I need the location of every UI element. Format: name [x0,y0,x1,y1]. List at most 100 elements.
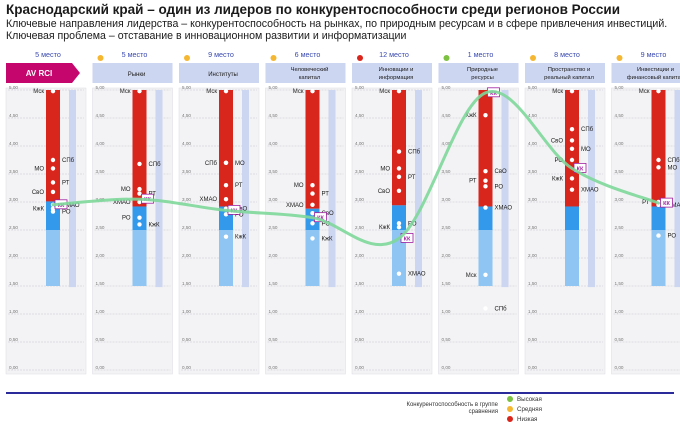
region-label: СПб [581,127,594,133]
region-point [396,149,402,154]
region-point [223,160,229,165]
region-point [569,176,575,181]
region-point [483,113,488,118]
tick-label: 4,50 [442,113,451,118]
tick-label: 1,50 [355,281,364,286]
bar-high [392,90,406,206]
kk-trend-line [51,90,660,247]
region-point [396,188,402,193]
tick-label: 3,50 [355,169,364,174]
region-point [396,271,402,276]
header-card [438,63,519,83]
tick-label: 1,00 [355,309,364,314]
region-label: Мск [33,89,44,95]
header-label: финансовый капитал [627,74,680,81]
region-label: СвО [551,138,564,144]
rank-label: 12 место [379,50,409,59]
legend-label-low: Низкая [517,416,538,423]
header-label: Человеческий [291,66,329,73]
region-point [396,221,402,226]
tick-label: 0,50 [528,337,537,342]
tick-label: 2,00 [269,253,278,258]
region-label: РТ [642,200,650,206]
region-point [223,212,229,217]
tick-label: 2,50 [96,225,105,230]
tick-label: 4,50 [9,113,18,118]
tick-label: 4,00 [96,141,105,146]
bar-mid [651,206,666,230]
header-label: капитал [299,75,320,81]
rank-label: 9 место [641,50,667,59]
region-label: ХМАО [286,203,304,209]
legend-label-high: Высокая [517,396,542,403]
region-label: КжК [149,222,161,228]
bar-low [219,230,233,286]
legend-item-mid: Средняя [507,406,542,413]
region-point [310,211,315,216]
tick-label: 0,50 [9,337,18,342]
region-label: СвО [378,189,391,195]
tick-label: 2,50 [528,225,537,230]
tick-label: 3,50 [269,169,278,174]
region-point [137,222,142,227]
tick-label: 3,00 [355,197,364,202]
bar-low [46,230,60,286]
region-point [50,157,56,163]
bar-high [219,90,233,207]
bar-mid [565,206,579,230]
region-point [223,197,229,202]
tick-label: 0,50 [269,337,278,342]
kk-marker [660,197,673,208]
tick-label: 2,50 [615,225,624,230]
comparison-bar [242,90,249,288]
region-point [50,180,56,185]
region-label: КжК [379,225,391,231]
legend-dot-high [507,396,513,403]
bar-low [305,230,320,286]
region-point [569,127,575,132]
header-label: Рынки [128,72,146,78]
tick-label: 2,00 [615,253,624,258]
tick-label: 5,00 [528,85,537,90]
comparison-bar [501,90,509,288]
chart-column-4: 12 место Инновации и информация 5,00 4,50 4,0… [351,50,433,375]
region-label: КжК [322,236,334,242]
region-label: СвО [322,211,335,217]
rank-label: 5 место [122,50,148,59]
tick-label: 3,00 [442,197,451,202]
tick-label: 2,00 [96,253,105,258]
region-point [656,233,661,238]
header-label: Природные [467,67,498,73]
status-dot [616,55,623,61]
tick-label: 3,50 [9,169,18,174]
tick-label: 0,00 [96,365,105,370]
tick-label: 1,50 [528,281,537,286]
region-label: МО [668,165,678,171]
region-label: РТ [235,183,243,189]
tick-label: 5,00 [269,85,278,90]
region-label: Мск [206,89,217,95]
rank-label: 1 место [468,50,494,59]
region-label: ХМАО [495,206,513,212]
bar-low [651,230,666,286]
region-label: МО [121,187,131,193]
bar-high [46,90,60,202]
region-point [50,189,56,195]
header-label: информация [379,75,414,81]
region-label: МО [294,183,304,189]
tick-label: 2,50 [269,225,278,230]
region-label: ХМАО [668,203,680,209]
region-point [396,166,402,171]
header-label: AV RCI [26,69,53,78]
bar-high [651,90,666,207]
bar-low [565,230,579,286]
region-point [483,306,488,311]
region-label: КжК [552,176,564,182]
header-label: Инвестиции и [637,67,674,73]
kk-label: КК [404,236,411,242]
region-point [569,88,575,94]
tick-label: 1,50 [182,281,191,286]
tick-label: 4,00 [355,141,364,146]
tick-label: 5,00 [355,85,364,90]
tick-label: 2,50 [355,225,364,230]
